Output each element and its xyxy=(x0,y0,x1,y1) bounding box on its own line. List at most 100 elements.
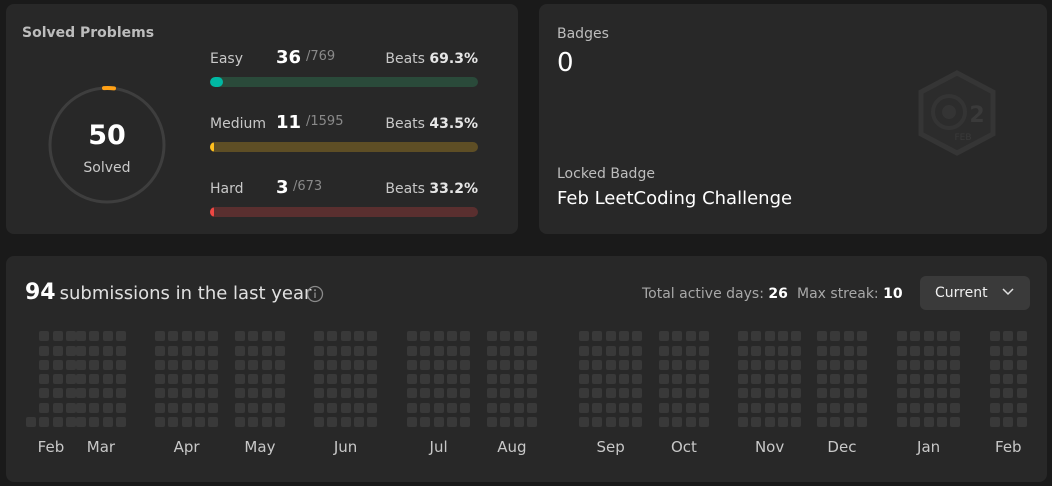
heatmap-cell[interactable] xyxy=(65,374,76,384)
heatmap-cell[interactable] xyxy=(817,417,827,427)
heatmap-cell[interactable] xyxy=(39,417,50,427)
heatmap-cell[interactable] xyxy=(659,403,669,413)
heatmap-cell[interactable] xyxy=(526,346,537,356)
heatmap-cell[interactable] xyxy=(500,346,511,356)
heatmap-cell[interactable] xyxy=(168,331,179,341)
heatmap-cell[interactable] xyxy=(738,346,748,356)
info-icon[interactable] xyxy=(306,285,324,303)
heatmap-cell[interactable] xyxy=(672,403,683,413)
heatmap-cell[interactable] xyxy=(407,374,417,384)
heatmap-cell[interactable] xyxy=(102,403,113,413)
heatmap-cell[interactable] xyxy=(446,360,457,370)
heatmap-cell[interactable] xyxy=(235,388,245,398)
heatmap-cell[interactable] xyxy=(579,374,589,384)
heatmap-cell[interactable] xyxy=(698,403,709,413)
heatmap-cell[interactable] xyxy=(579,403,589,413)
heatmap-cell[interactable] xyxy=(274,374,285,384)
heatmap-cell[interactable] xyxy=(698,360,709,370)
heatmap-cell[interactable] xyxy=(659,388,669,398)
heatmap-cell[interactable] xyxy=(1003,403,1014,413)
heatmap-cell[interactable] xyxy=(830,417,841,427)
heatmap-cell[interactable] xyxy=(830,346,841,356)
heatmap-cell[interactable] xyxy=(194,360,205,370)
heatmap-cell[interactable] xyxy=(526,331,537,341)
heatmap-cell[interactable] xyxy=(817,360,827,370)
heatmap-cell[interactable] xyxy=(314,374,324,384)
heatmap-cell[interactable] xyxy=(248,417,259,427)
heatmap-cell[interactable] xyxy=(685,403,696,413)
heatmap-cell[interactable] xyxy=(777,417,788,427)
heatmap-cell[interactable] xyxy=(353,331,364,341)
heatmap-cell[interactable] xyxy=(102,331,113,341)
heatmap-cell[interactable] xyxy=(579,331,589,341)
heatmap-cell[interactable] xyxy=(672,360,683,370)
heatmap-cell[interactable] xyxy=(500,331,511,341)
heatmap-cell[interactable] xyxy=(314,331,324,341)
heatmap-cell[interactable] xyxy=(407,417,417,427)
heatmap-cell[interactable] xyxy=(856,360,867,370)
heatmap-cell[interactable] xyxy=(605,417,616,427)
heatmap-cell[interactable] xyxy=(353,403,364,413)
heatmap-cell[interactable] xyxy=(897,331,907,341)
heatmap-cell[interactable] xyxy=(632,360,643,370)
heatmap-cell[interactable] xyxy=(1016,360,1027,370)
heatmap-cell[interactable] xyxy=(235,374,245,384)
heatmap-cell[interactable] xyxy=(513,346,524,356)
heatmap-cell[interactable] xyxy=(89,403,100,413)
heatmap-cell[interactable] xyxy=(592,360,603,370)
heatmap-cell[interactable] xyxy=(155,403,165,413)
heatmap-cell[interactable] xyxy=(843,374,854,384)
heatmap-cell[interactable] xyxy=(327,417,338,427)
heatmap-cell[interactable] xyxy=(672,388,683,398)
heatmap-cell[interactable] xyxy=(367,346,378,356)
heatmap-cell[interactable] xyxy=(89,388,100,398)
heatmap-cell[interactable] xyxy=(513,388,524,398)
heatmap-cell[interactable] xyxy=(89,417,100,427)
heatmap-cell[interactable] xyxy=(487,417,497,427)
heatmap-cell[interactable] xyxy=(698,374,709,384)
heatmap-cell[interactable] xyxy=(274,346,285,356)
heatmap-cell[interactable] xyxy=(791,374,802,384)
heatmap-cell[interactable] xyxy=(460,417,471,427)
heatmap-cell[interactable] xyxy=(632,374,643,384)
heatmap-cell[interactable] xyxy=(76,417,86,427)
heatmap-cell[interactable] xyxy=(791,331,802,341)
heatmap-cell[interactable] xyxy=(353,374,364,384)
heatmap-cell[interactable] xyxy=(115,417,126,427)
heatmap-cell[interactable] xyxy=(102,417,113,427)
heatmap-cell[interactable] xyxy=(618,360,629,370)
heatmap-cell[interactable] xyxy=(856,403,867,413)
heatmap-cell[interactable] xyxy=(433,403,444,413)
heatmap-cell[interactable] xyxy=(950,360,961,370)
heatmap-cell[interactable] xyxy=(327,403,338,413)
heatmap-cell[interactable] xyxy=(897,388,907,398)
heatmap-cell[interactable] xyxy=(420,346,431,356)
locked-badge-icon[interactable]: 2 FEB xyxy=(917,70,997,156)
heatmap-cell[interactable] xyxy=(115,331,126,341)
heatmap-cell[interactable] xyxy=(751,403,762,413)
heatmap-cell[interactable] xyxy=(923,388,934,398)
heatmap-cell[interactable] xyxy=(433,360,444,370)
heatmap-cell[interactable] xyxy=(314,360,324,370)
heatmap-cell[interactable] xyxy=(52,331,63,341)
heatmap-cell[interactable] xyxy=(685,360,696,370)
heatmap-cell[interactable] xyxy=(168,388,179,398)
heatmap-cell[interactable] xyxy=(340,374,351,384)
heatmap-cell[interactable] xyxy=(274,403,285,413)
heatmap-cell[interactable] xyxy=(685,388,696,398)
heatmap-cell[interactable] xyxy=(274,417,285,427)
heatmap-cell[interactable] xyxy=(340,360,351,370)
heatmap-cell[interactable] xyxy=(39,388,50,398)
heatmap-cell[interactable] xyxy=(698,417,709,427)
heatmap-cell[interactable] xyxy=(487,360,497,370)
heatmap-cell[interactable] xyxy=(340,403,351,413)
heatmap-cell[interactable] xyxy=(194,331,205,341)
heatmap-cell[interactable] xyxy=(910,360,921,370)
heatmap-cell[interactable] xyxy=(76,346,86,356)
heatmap-cell[interactable] xyxy=(102,374,113,384)
heatmap-cell[interactable] xyxy=(936,388,947,398)
heatmap-cell[interactable] xyxy=(487,346,497,356)
heatmap-cell[interactable] xyxy=(89,346,100,356)
heatmap-cell[interactable] xyxy=(764,346,775,356)
heatmap-cell[interactable] xyxy=(936,417,947,427)
